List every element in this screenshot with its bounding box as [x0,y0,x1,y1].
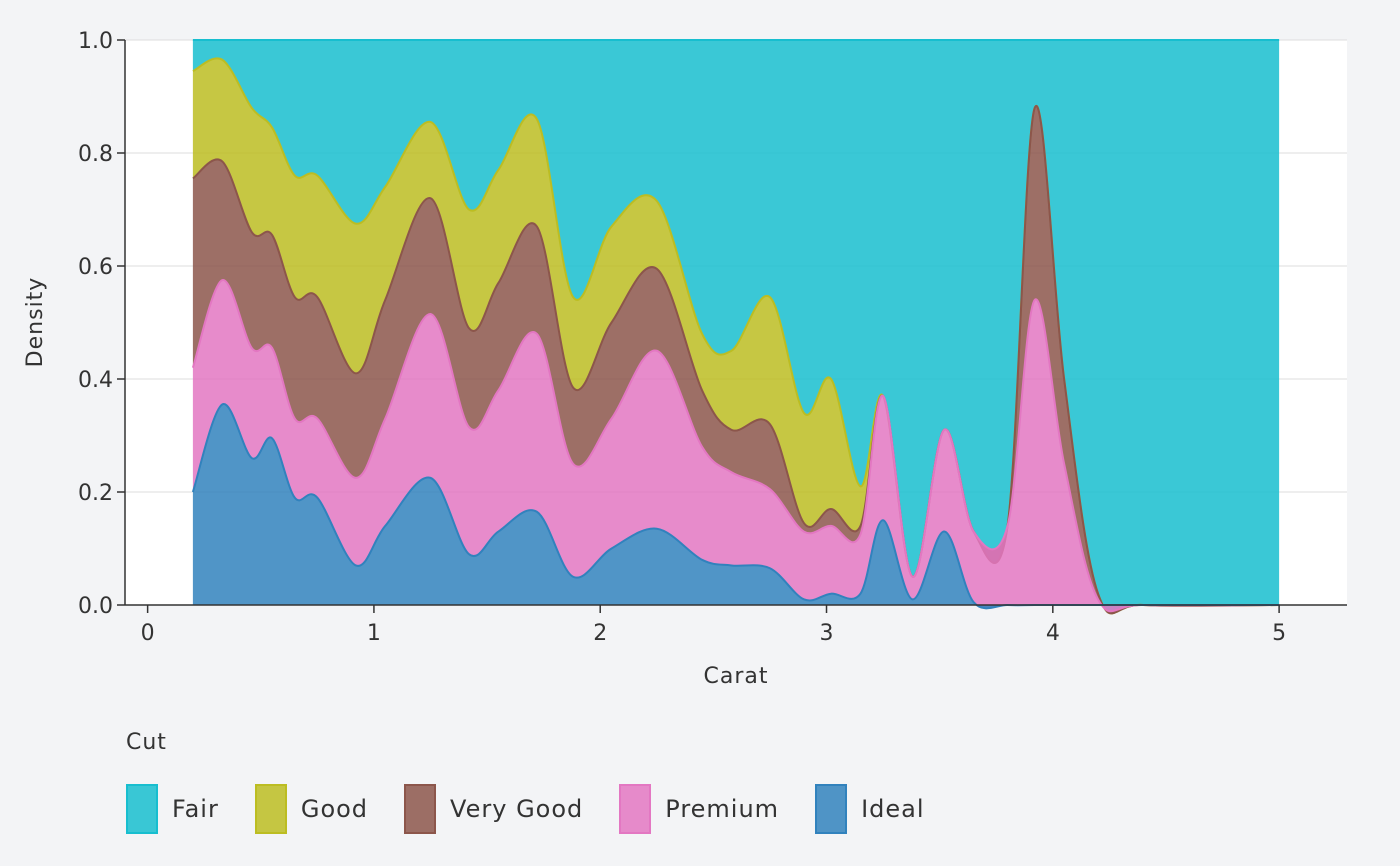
x-tick-label: 2 [593,621,607,646]
x-tick-label: 4 [1046,621,1060,646]
x-tick-label: 3 [820,621,834,646]
x-axis-title: Carat [704,664,769,689]
area-outline-premium [191,279,1280,613]
legend-items: Fair Good Very Good Premium Ideal [126,784,961,834]
x-tick-label: 5 [1272,621,1286,646]
legend-title: Cut [126,730,167,755]
area-ideal [192,404,1280,609]
legend-swatch-premium [619,784,652,834]
y-tick-label: 0.8 [78,142,113,167]
legend-label-ideal: Ideal [861,795,925,823]
legend-item-very-good[interactable]: Very Good [404,784,583,834]
legend-item-premium[interactable]: Premium [619,784,779,834]
legend-swatch-ideal [815,784,848,834]
legend-swatch-good [254,784,287,834]
area-fair [192,40,1280,614]
y-axis-title: Density [23,277,48,368]
legend-item-good[interactable]: Good [254,784,369,834]
y-tick-label: 1.0 [78,29,113,54]
legend-swatch-fair [126,784,158,834]
legend-label-fair: Fair [172,795,219,823]
legend-label-good: Good [300,795,369,823]
legend: Cut Fair Good Very Good Premium Ideal [126,730,961,834]
legend-item-ideal[interactable]: Ideal [815,784,924,834]
y-tick-label: 0.6 [78,255,113,280]
legend-label-very-good: Very Good [450,795,584,823]
area-outline-very-good [192,104,1280,615]
y-tick-label: 0.4 [78,368,113,393]
y-tick-label: 0.2 [78,481,113,506]
x-tick-label: 0 [141,621,155,646]
legend-item-fair[interactable]: Fair [126,784,219,834]
legend-swatch-very-good [404,784,437,834]
y-tick-label: 0.0 [78,594,113,619]
legend-label-premium: Premium [665,795,780,823]
axes: 0.0 0.2 0.4 0.6 0.8 1.0 0 1 2 3 4 5 [78,29,1347,646]
area-layers [191,38,1280,615]
x-tick-label: 1 [367,621,381,646]
